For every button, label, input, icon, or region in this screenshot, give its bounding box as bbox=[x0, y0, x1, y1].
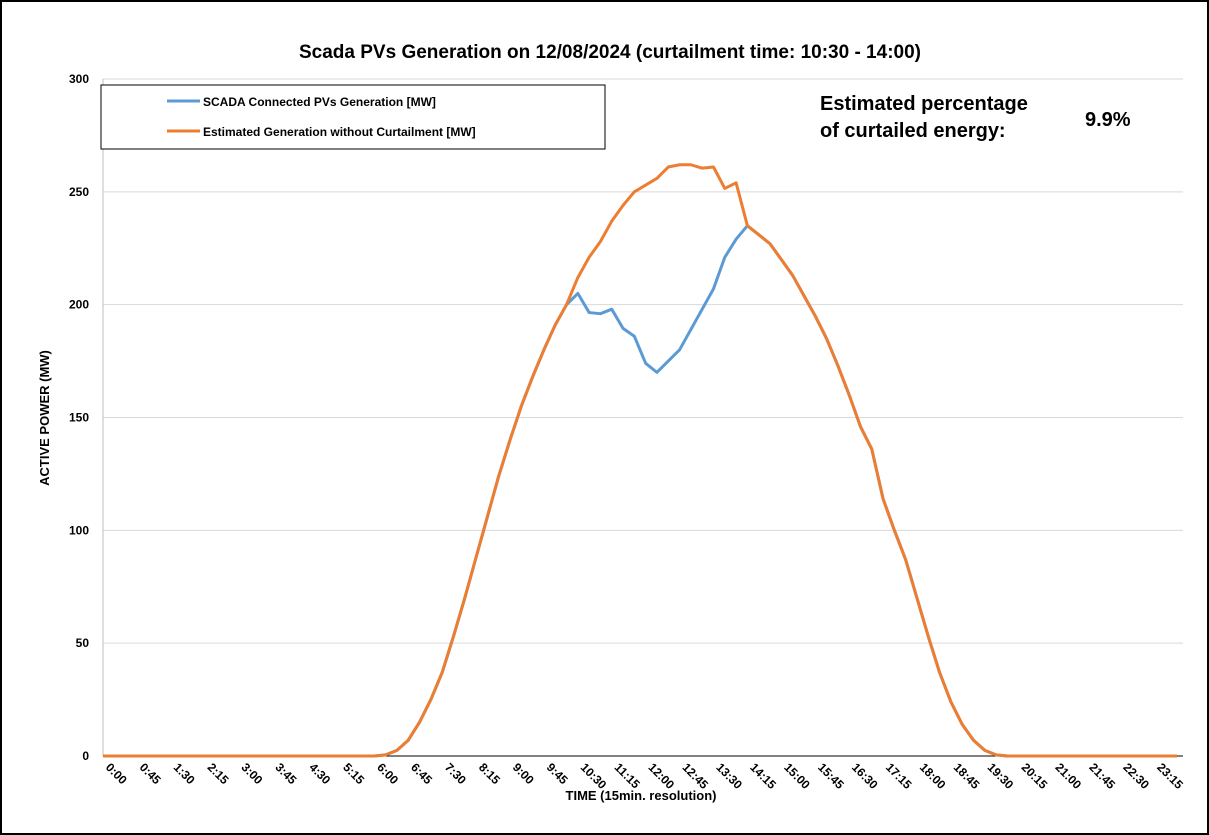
annotation-line: of curtailed energy: bbox=[820, 120, 1006, 142]
legend-box bbox=[100, 84, 606, 150]
y-tick-label: 150 bbox=[69, 411, 89, 425]
y-tick-label: 0 bbox=[82, 749, 89, 763]
annotation-value: 9.9% bbox=[1085, 109, 1131, 131]
series-line bbox=[103, 163, 1177, 758]
annotation-line: Estimated percentage bbox=[820, 93, 1028, 115]
y-tick-label: 250 bbox=[69, 185, 89, 199]
legend-label: SCADA Connected PVs Generation [MW] bbox=[203, 95, 436, 109]
y-tick-label: 200 bbox=[69, 298, 89, 312]
y-tick-label: 50 bbox=[76, 636, 90, 650]
y-axis-title: ACTIVE POWER (MW) bbox=[37, 350, 52, 486]
legend-label: Estimated Generation without Curtailment… bbox=[203, 125, 476, 139]
y-tick-label: 300 bbox=[69, 72, 89, 86]
chart-title: Scada PVs Generation on 12/08/2024 (curt… bbox=[299, 42, 921, 63]
y-tick-label: 100 bbox=[69, 523, 89, 537]
x-axis-title: TIME (15min. resolution) bbox=[566, 788, 717, 803]
